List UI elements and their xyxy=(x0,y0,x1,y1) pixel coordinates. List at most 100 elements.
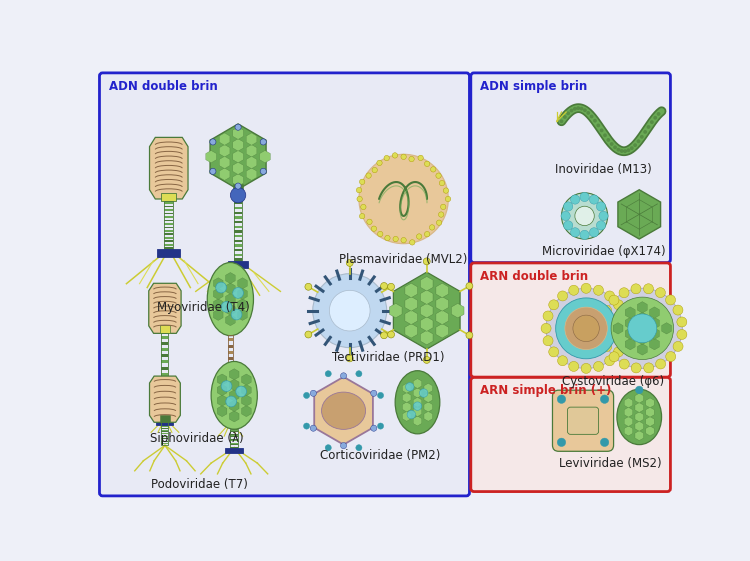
Bar xyxy=(230,443,238,444)
Circle shape xyxy=(424,161,430,167)
Polygon shape xyxy=(421,330,433,345)
Polygon shape xyxy=(226,273,236,283)
Circle shape xyxy=(377,231,383,237)
Polygon shape xyxy=(403,383,411,393)
Bar xyxy=(228,338,232,342)
Circle shape xyxy=(561,211,570,220)
Circle shape xyxy=(657,112,661,116)
Bar xyxy=(234,230,242,233)
Circle shape xyxy=(423,258,430,265)
Bar xyxy=(234,249,242,251)
Circle shape xyxy=(557,291,568,301)
Circle shape xyxy=(598,317,608,327)
Bar xyxy=(160,325,170,333)
Bar xyxy=(232,185,244,194)
Bar xyxy=(230,439,238,440)
Bar xyxy=(230,444,238,445)
Circle shape xyxy=(569,109,574,112)
Bar xyxy=(228,344,232,348)
Circle shape xyxy=(543,335,553,346)
Circle shape xyxy=(593,285,604,295)
Circle shape xyxy=(376,160,382,165)
Bar xyxy=(164,200,173,249)
Bar xyxy=(230,435,238,436)
Bar xyxy=(234,207,242,209)
Bar xyxy=(230,438,238,439)
Polygon shape xyxy=(638,333,647,344)
Bar xyxy=(161,431,169,432)
Bar xyxy=(230,442,238,443)
FancyBboxPatch shape xyxy=(100,73,470,496)
Polygon shape xyxy=(662,323,671,334)
Bar xyxy=(228,357,232,360)
Circle shape xyxy=(632,363,641,373)
FancyBboxPatch shape xyxy=(553,390,614,451)
Polygon shape xyxy=(149,376,180,422)
Bar xyxy=(228,394,232,397)
Polygon shape xyxy=(413,379,422,388)
Circle shape xyxy=(562,193,608,239)
Polygon shape xyxy=(226,315,236,326)
Circle shape xyxy=(367,219,372,224)
Bar xyxy=(161,436,169,437)
Circle shape xyxy=(406,383,414,391)
Circle shape xyxy=(571,228,580,237)
Circle shape xyxy=(304,392,310,398)
Polygon shape xyxy=(242,406,251,417)
Bar xyxy=(228,382,232,385)
Polygon shape xyxy=(226,293,236,305)
Circle shape xyxy=(598,330,608,340)
Circle shape xyxy=(635,386,643,394)
Polygon shape xyxy=(219,157,230,169)
Circle shape xyxy=(410,240,415,245)
Polygon shape xyxy=(424,411,433,421)
Circle shape xyxy=(401,154,406,159)
Bar xyxy=(164,209,173,211)
Polygon shape xyxy=(232,127,244,139)
Bar xyxy=(161,336,169,339)
Circle shape xyxy=(673,342,683,351)
Circle shape xyxy=(619,288,629,298)
Circle shape xyxy=(221,301,232,312)
Bar xyxy=(161,385,169,388)
Bar xyxy=(161,366,169,370)
Polygon shape xyxy=(219,168,230,180)
FancyBboxPatch shape xyxy=(471,378,670,491)
Bar xyxy=(234,244,242,247)
Circle shape xyxy=(313,274,387,348)
Bar xyxy=(234,216,242,219)
Circle shape xyxy=(380,332,388,339)
Bar xyxy=(230,431,238,432)
Circle shape xyxy=(466,283,472,289)
Circle shape xyxy=(366,173,371,178)
Circle shape xyxy=(560,119,563,123)
Polygon shape xyxy=(626,338,635,350)
Polygon shape xyxy=(405,310,418,325)
Polygon shape xyxy=(230,401,239,411)
Circle shape xyxy=(326,445,332,451)
Circle shape xyxy=(440,204,446,210)
Bar xyxy=(230,436,238,437)
Circle shape xyxy=(580,230,590,240)
Circle shape xyxy=(581,364,591,374)
Circle shape xyxy=(377,392,384,398)
Bar xyxy=(161,410,169,412)
Polygon shape xyxy=(219,133,230,145)
Bar xyxy=(228,364,232,366)
Text: Cystoviridae (φ6): Cystoviridae (φ6) xyxy=(562,375,664,388)
Circle shape xyxy=(216,282,226,293)
Bar xyxy=(228,419,232,422)
Polygon shape xyxy=(238,288,248,300)
Polygon shape xyxy=(624,426,633,436)
Polygon shape xyxy=(242,395,251,406)
Bar xyxy=(161,391,169,394)
Polygon shape xyxy=(413,407,422,417)
Circle shape xyxy=(466,332,472,339)
Text: Plasmaviridae (MVL2): Plasmaviridae (MVL2) xyxy=(340,253,468,266)
Polygon shape xyxy=(436,310,448,325)
Circle shape xyxy=(230,187,246,203)
Bar xyxy=(161,342,169,345)
Polygon shape xyxy=(638,344,647,355)
Circle shape xyxy=(620,149,624,153)
Polygon shape xyxy=(424,393,433,402)
